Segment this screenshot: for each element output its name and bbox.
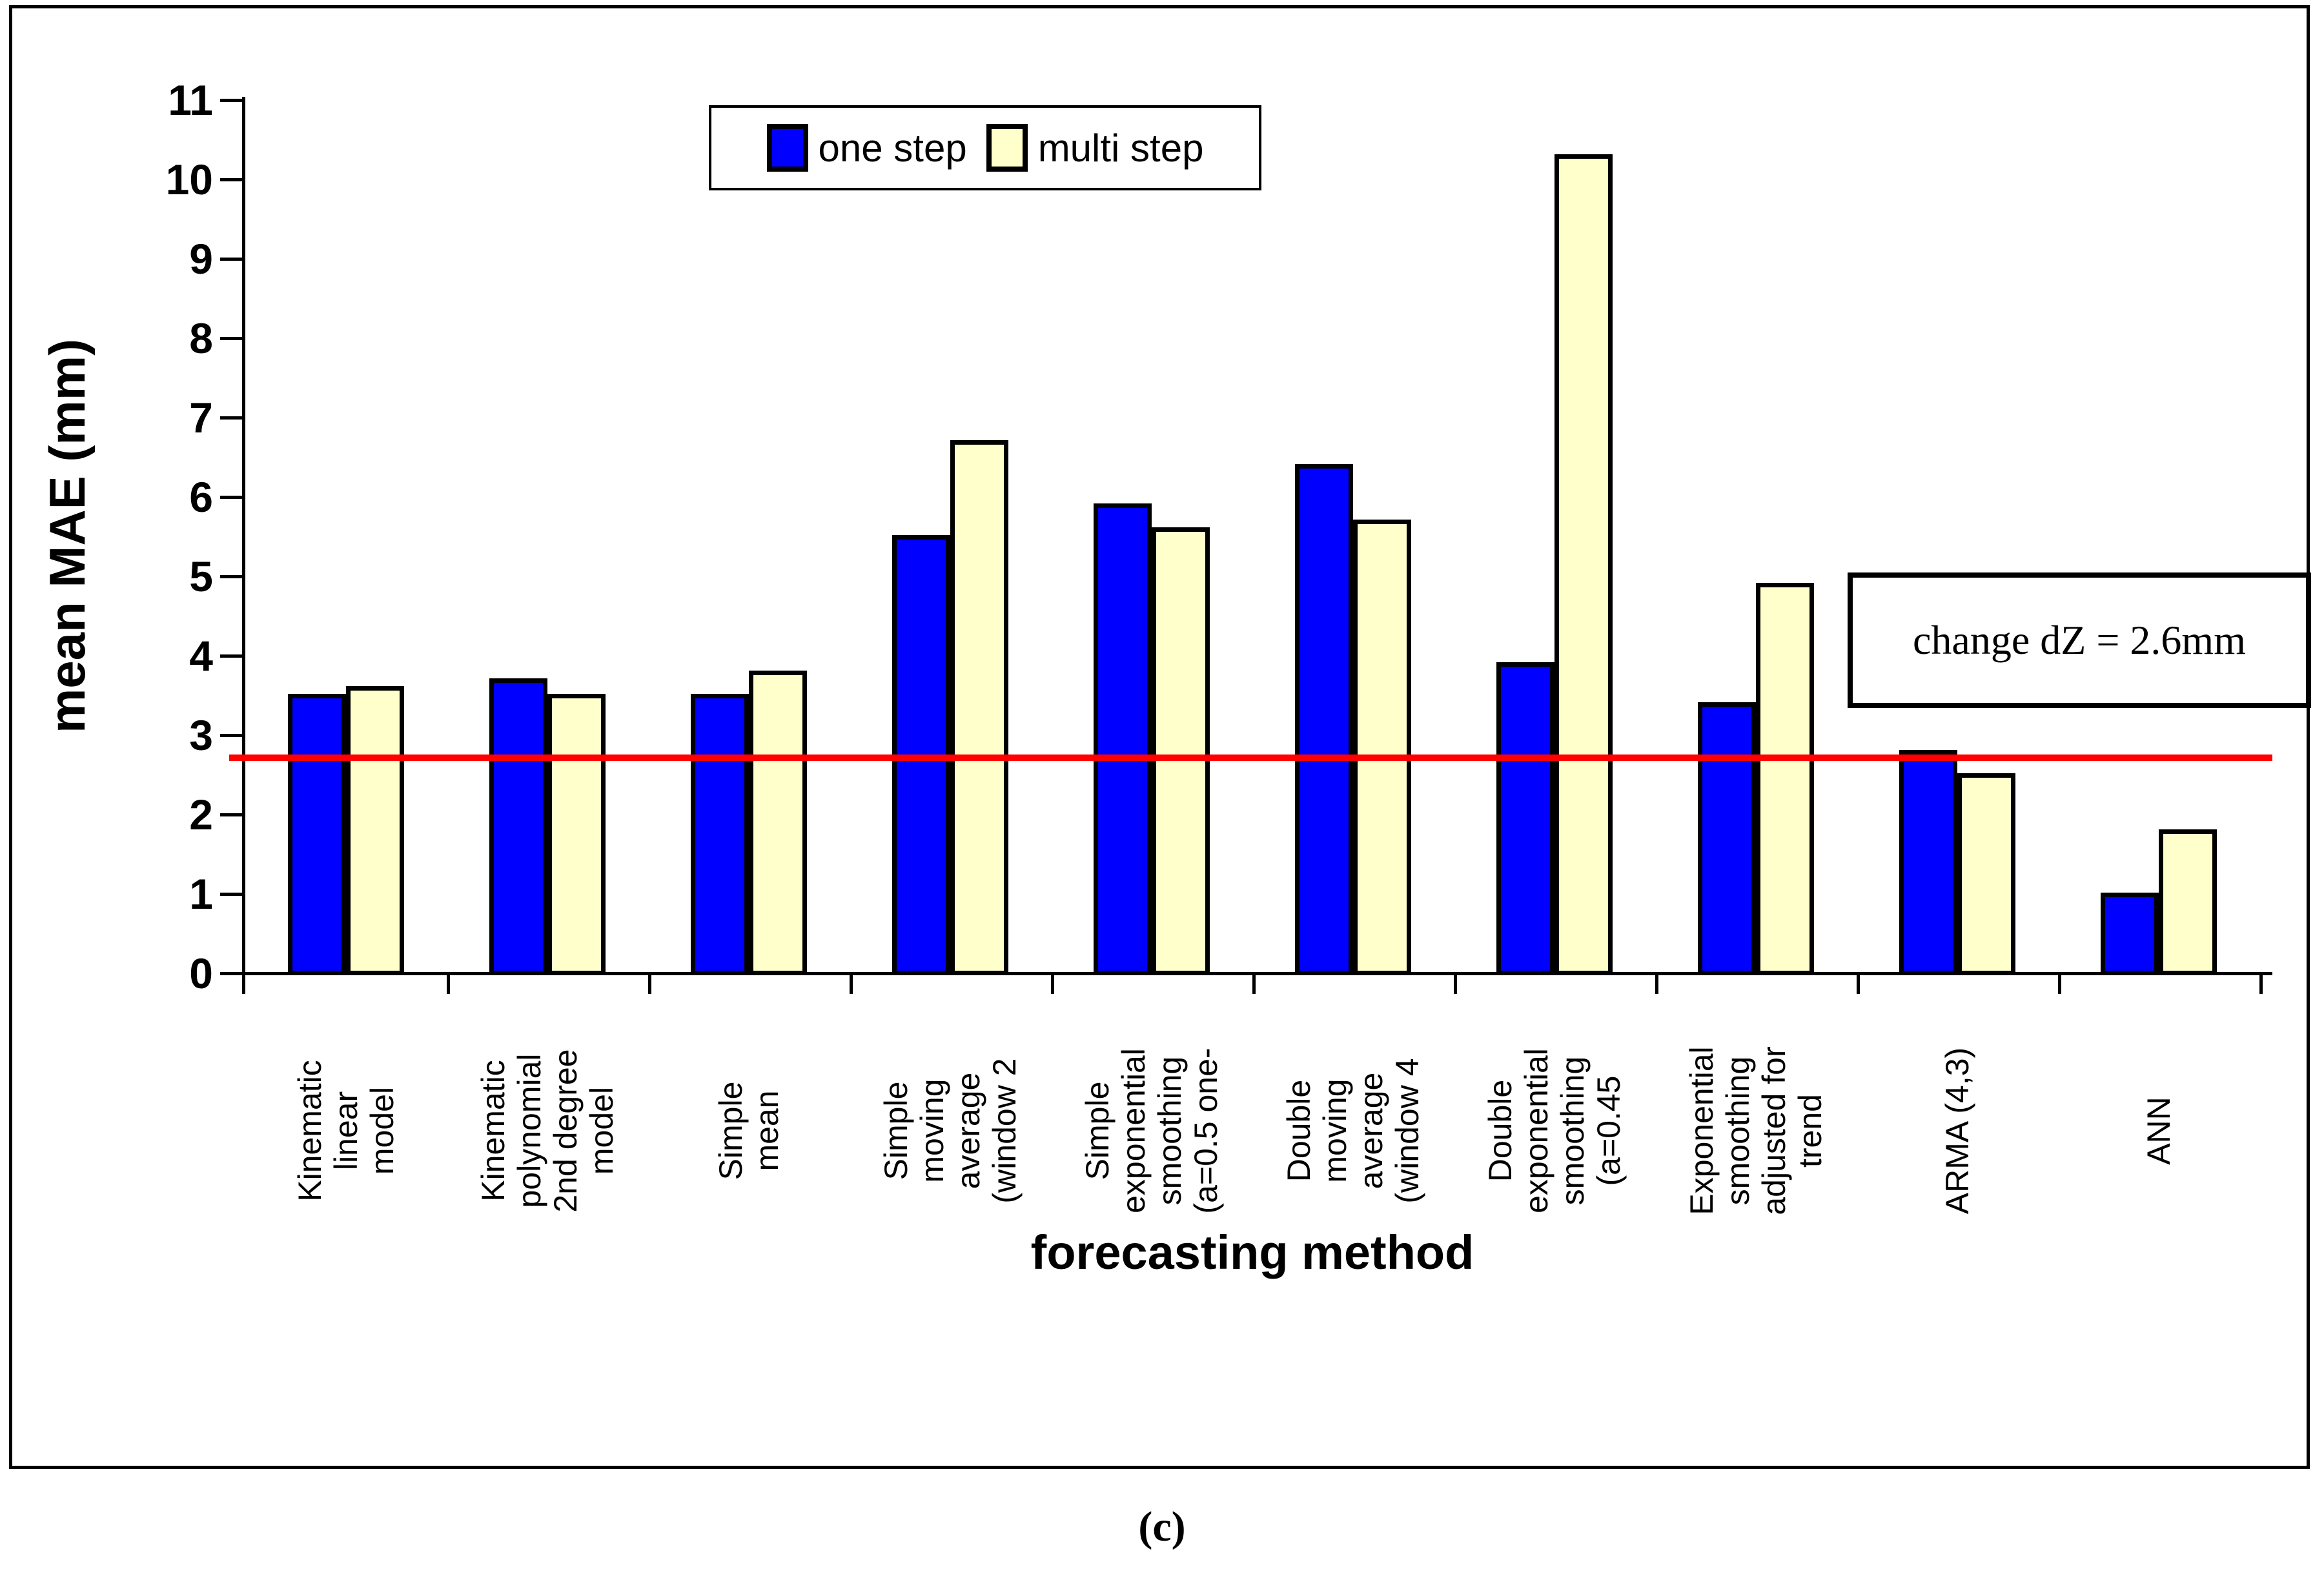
- y-tick-label: 3: [189, 711, 213, 759]
- x-category-label: Kinematic linear model: [292, 1060, 400, 1202]
- bar-multi-step-0: [346, 686, 404, 975]
- x-tick: [1051, 972, 1054, 994]
- x-category-label-wrap: Simple mean: [648, 1002, 850, 1260]
- y-tick-label: 5: [189, 552, 213, 600]
- bar-multi-step-3: [950, 440, 1008, 975]
- y-tick-label: 4: [189, 632, 213, 680]
- reference-line: [229, 755, 2272, 761]
- y-tick-label: 7: [189, 394, 213, 441]
- x-category-label-wrap: Kinematic linear model: [245, 1002, 447, 1260]
- bar-multi-step-7: [1756, 583, 1814, 975]
- y-tick: [220, 416, 242, 420]
- y-tick: [220, 654, 242, 658]
- reference-line-annotation-box: change dZ = 2.6mm: [1848, 572, 2311, 708]
- x-category-label: Exponential smoothing adjusted for trend: [1684, 1046, 1828, 1215]
- x-tick: [242, 972, 245, 994]
- y-axis-title: mean MAE (mm): [39, 338, 96, 733]
- x-category-label: Kinematic polynomial 2nd degree model: [475, 1049, 620, 1213]
- bar-one-step-6: [1496, 662, 1554, 975]
- bar-one-step-2: [691, 694, 749, 975]
- x-category-label-wrap: Double exponential smoothing (a=0.45: [1454, 1002, 1655, 1260]
- bar-multi-step-2: [749, 671, 807, 975]
- y-tick-label: 10: [165, 156, 213, 203]
- legend-swatch-multi-step: [986, 124, 1028, 172]
- bar-one-step-7: [1698, 702, 1756, 975]
- legend-item-one-step: one step: [766, 124, 967, 172]
- x-category-label: ANN: [2141, 1097, 2177, 1165]
- y-tick: [220, 99, 242, 102]
- x-tick: [447, 972, 450, 994]
- x-category-label: Simple exponential smoothing (a=0.5 one-: [1079, 1048, 1224, 1214]
- bar-multi-step-5: [1353, 520, 1411, 975]
- legend: one step multi step: [709, 105, 1261, 190]
- bar-multi-step-1: [547, 694, 606, 975]
- x-axis-line: [242, 972, 2272, 975]
- bar-one-step-8: [1899, 750, 1957, 975]
- bar-one-step-5: [1295, 464, 1353, 975]
- y-tick: [220, 337, 242, 340]
- bar-multi-step-6: [1554, 154, 1613, 975]
- x-tick: [1655, 972, 1658, 994]
- bar-one-step-4: [1094, 503, 1152, 975]
- y-tick-label: 9: [189, 235, 213, 283]
- y-tick: [220, 258, 242, 261]
- bar-multi-step-4: [1152, 527, 1210, 975]
- x-category-label-wrap: ARMA (4,3): [1857, 1002, 2058, 1260]
- bar-one-step-9: [2101, 893, 2159, 975]
- y-tick: [220, 178, 242, 181]
- bar-multi-step-9: [2159, 829, 2217, 975]
- x-tick: [2058, 972, 2061, 994]
- y-tick: [220, 893, 242, 896]
- x-category-label-wrap: Simple moving average (window 2: [850, 1002, 1051, 1260]
- x-category-label: ARMA (4,3): [1939, 1047, 1975, 1215]
- x-category-label: Simple moving average (window 2: [878, 1058, 1023, 1204]
- y-tick: [220, 496, 242, 499]
- bar-one-step-1: [489, 678, 547, 975]
- bar-multi-step-8: [1957, 773, 2015, 975]
- y-tick-label: 0: [189, 949, 213, 997]
- y-tick-label: 11: [168, 76, 213, 124]
- y-tick-label: 8: [189, 314, 213, 362]
- x-category-label-wrap: ANN: [2058, 1002, 2259, 1260]
- y-axis-title-wrap: mean MAE (mm): [19, 97, 116, 975]
- x-category-label-wrap: Double moving average (window 4: [1252, 1002, 1454, 1260]
- legend-swatch-one-step: [766, 124, 808, 172]
- x-category-label-wrap: Simple exponential smoothing (a=0.5 one-: [1051, 1002, 1252, 1260]
- x-tick: [1454, 972, 1457, 994]
- x-tick: [1857, 972, 1860, 994]
- legend-label-one-step: one step: [818, 126, 967, 170]
- y-axis-line: [242, 97, 245, 975]
- bar-one-step-0: [288, 694, 346, 975]
- figure-caption: (c): [1138, 1503, 1186, 1550]
- x-tick: [850, 972, 853, 994]
- x-tick: [648, 972, 651, 994]
- y-tick: [220, 972, 242, 975]
- x-tick: [2259, 972, 2263, 994]
- x-category-label: Simple mean: [713, 1081, 785, 1180]
- y-tick-label: 6: [189, 473, 213, 521]
- y-tick: [220, 734, 242, 737]
- legend-label-multi-step: multi step: [1037, 126, 1204, 170]
- y-tick-label: 1: [189, 870, 213, 918]
- x-category-label-wrap: Kinematic polynomial 2nd degree model: [447, 1002, 648, 1260]
- x-category-label-wrap: Exponential smoothing adjusted for trend: [1655, 1002, 1857, 1260]
- x-category-label: Double exponential smoothing (a=0.45: [1482, 1048, 1627, 1213]
- reference-line-annotation-text: change dZ = 2.6mm: [1913, 617, 2246, 663]
- y-tick: [220, 575, 242, 578]
- y-tick: [220, 813, 242, 816]
- x-category-label: Double moving average (window 4: [1281, 1058, 1425, 1204]
- x-axis-title: forecasting method: [1030, 1226, 1474, 1279]
- y-tick-label: 2: [189, 791, 213, 838]
- x-tick: [1252, 972, 1256, 994]
- legend-item-multi-step: multi step: [986, 124, 1204, 172]
